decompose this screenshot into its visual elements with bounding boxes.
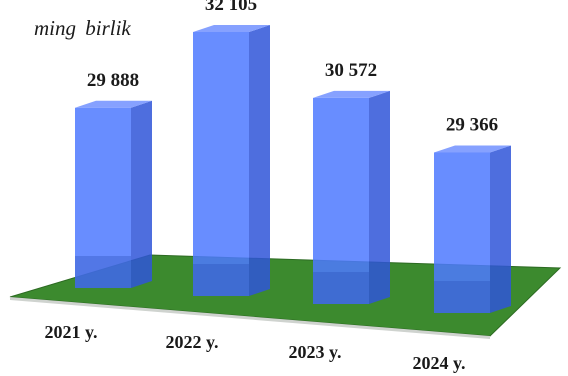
bar-side-0 xyxy=(131,100,152,288)
bar-2 xyxy=(313,97,369,304)
value-label-0: 29 888 xyxy=(87,70,139,91)
bar-top-3 xyxy=(434,145,511,153)
bar-base-1 xyxy=(193,264,249,296)
bar-side-2 xyxy=(369,90,390,304)
value-label-3: 29 366 xyxy=(446,114,498,135)
category-label-3: 2024 y. xyxy=(412,353,465,373)
bar-3 xyxy=(434,152,490,313)
bar-0 xyxy=(75,107,131,288)
bar-base-0 xyxy=(75,256,131,288)
bar-top-0 xyxy=(75,100,152,108)
value-label-2: 30 572 xyxy=(325,60,377,81)
bar-top-2 xyxy=(313,90,390,98)
category-label-2: 2023 y. xyxy=(288,342,341,362)
bar-side-3 xyxy=(490,145,511,313)
bar-top-1 xyxy=(193,25,270,32)
value-label-1: 32 105 xyxy=(205,0,257,15)
unit-label: ming birlik xyxy=(34,16,131,40)
bar-base-2 xyxy=(313,272,369,304)
bar-base-3 xyxy=(434,281,490,313)
bar-side-1 xyxy=(249,25,270,296)
category-label-0: 2021 y. xyxy=(44,322,97,342)
floor-edge xyxy=(10,297,490,339)
bar-1 xyxy=(193,32,249,296)
category-label-1: 2022 y. xyxy=(165,332,218,352)
